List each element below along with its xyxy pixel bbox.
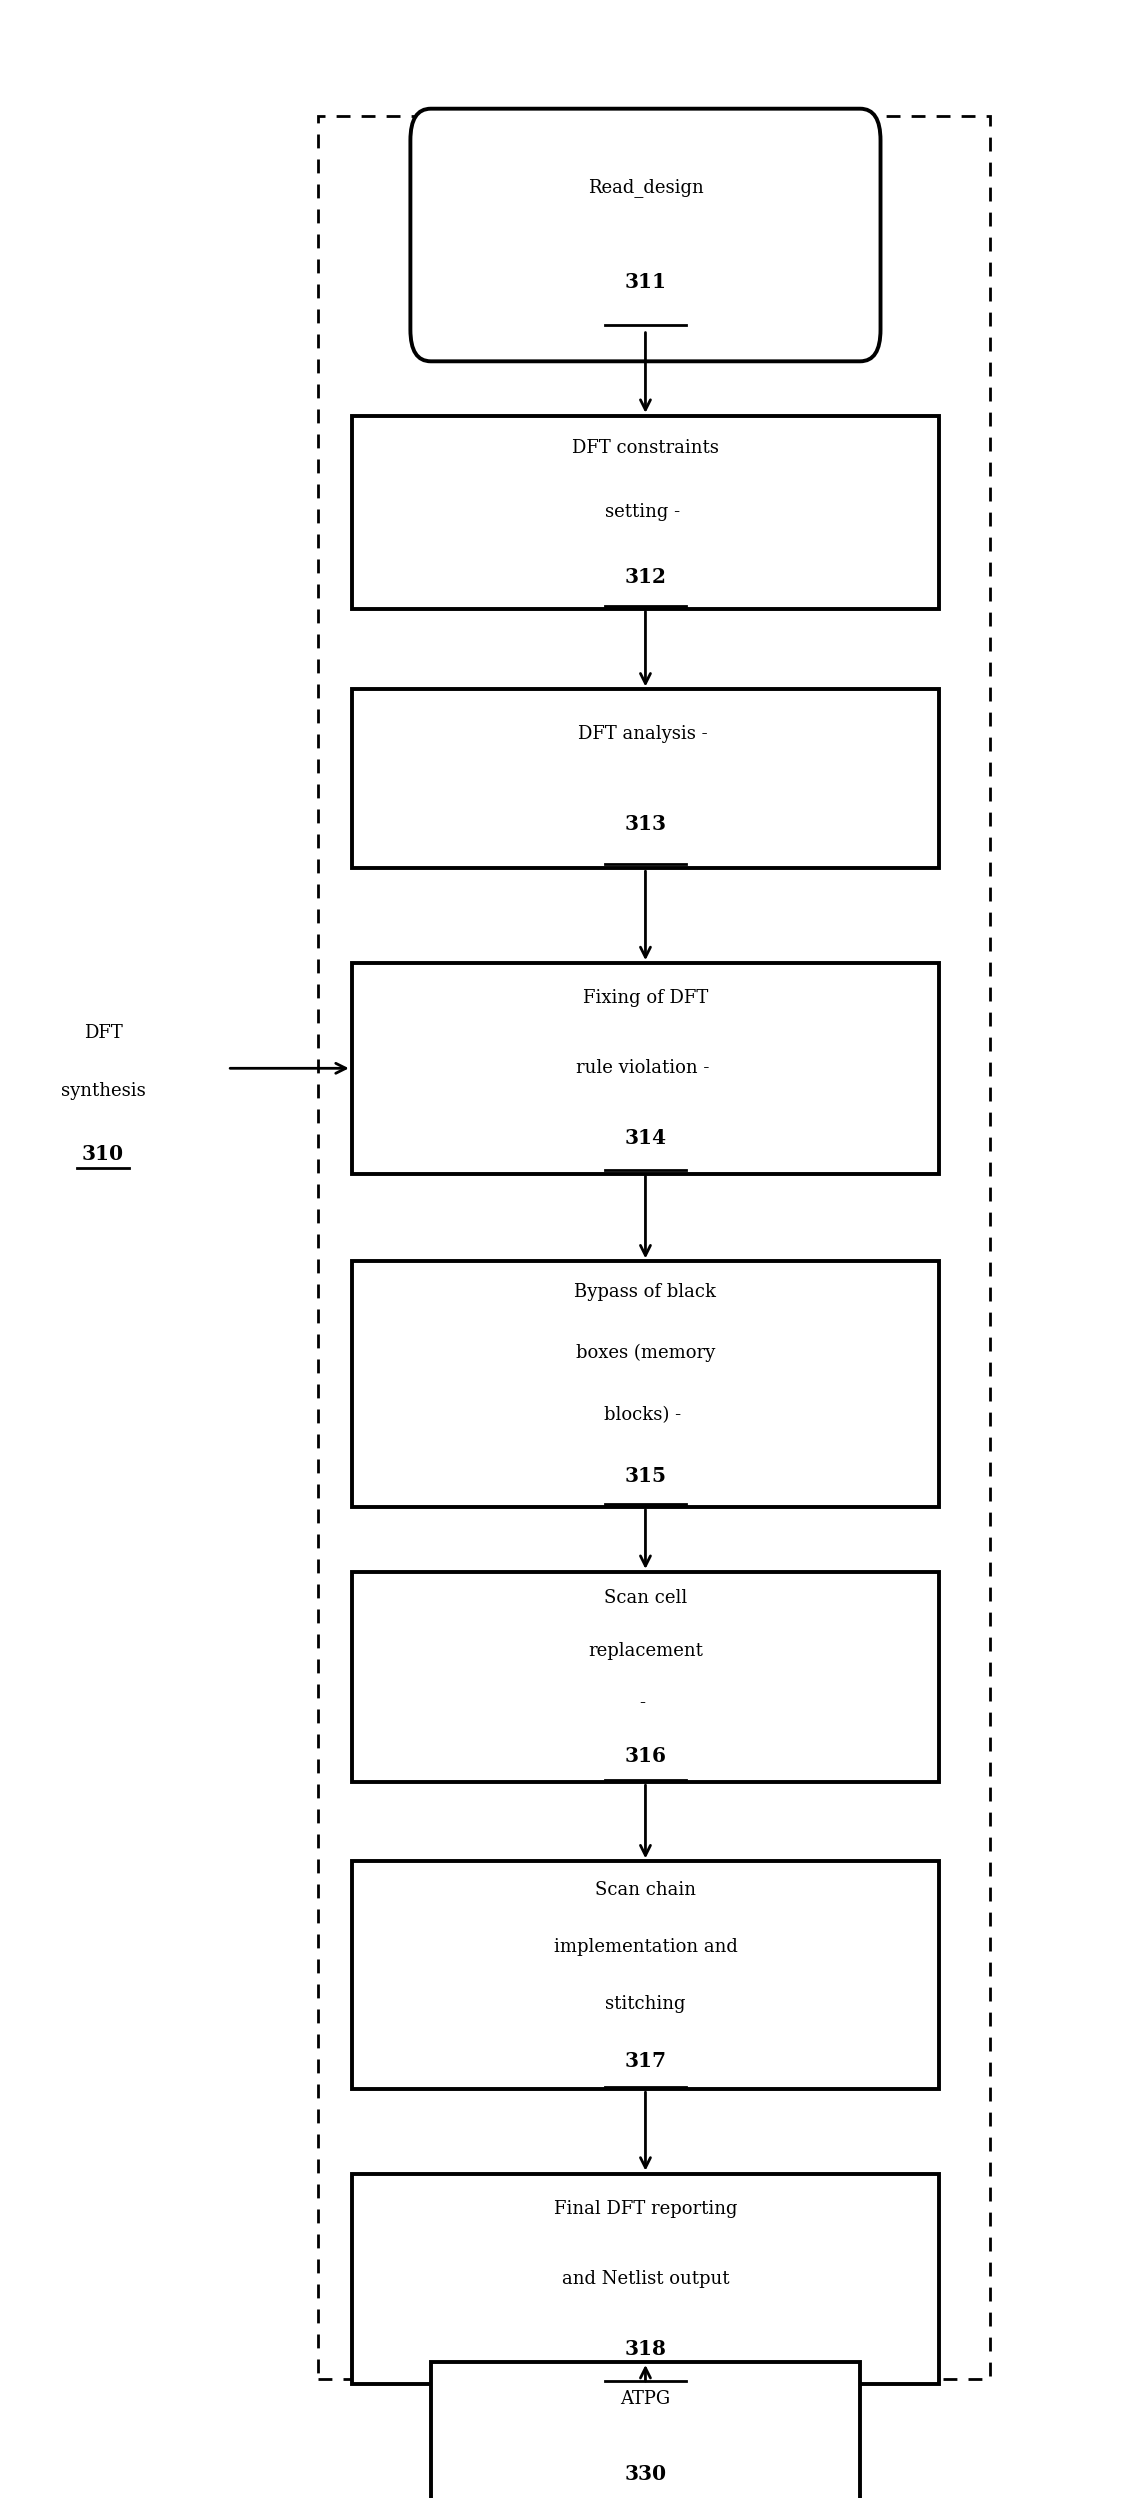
- Text: setting -: setting -: [605, 504, 686, 521]
- Text: Bypass of black: Bypass of black: [574, 1283, 716, 1300]
- FancyBboxPatch shape: [411, 108, 881, 361]
- Bar: [351, 1571, 939, 1781]
- Text: rule violation -: rule violation -: [575, 1060, 715, 1077]
- Text: DFT analysis -: DFT analysis -: [578, 724, 713, 744]
- Text: Read_design: Read_design: [588, 178, 704, 198]
- Bar: [351, 416, 939, 609]
- Text: boxes (memory: boxes (memory: [575, 1345, 715, 1363]
- Text: 311: 311: [625, 273, 667, 293]
- Text: 330: 330: [625, 2465, 667, 2485]
- Text: implementation and: implementation and: [554, 1939, 738, 1956]
- Text: ATPG: ATPG: [620, 2390, 670, 2407]
- Text: Scan chain: Scan chain: [595, 1881, 696, 1899]
- Text: synthesis: synthesis: [61, 1082, 145, 1100]
- Bar: [351, 2174, 939, 2385]
- Bar: [351, 1263, 939, 1508]
- Text: 316: 316: [625, 1746, 667, 1766]
- Text: 315: 315: [625, 1465, 667, 1485]
- Bar: [351, 689, 939, 869]
- Text: 318: 318: [625, 2340, 667, 2360]
- Text: 314: 314: [625, 1127, 667, 1147]
- Text: DFT: DFT: [84, 1025, 122, 1042]
- Text: Fixing of DFT: Fixing of DFT: [582, 989, 708, 1007]
- Text: blocks) -: blocks) -: [604, 1405, 686, 1423]
- Bar: [351, 1861, 939, 2089]
- Text: 312: 312: [625, 566, 667, 586]
- Text: 317: 317: [625, 2052, 667, 2072]
- Text: 310: 310: [82, 1145, 124, 1165]
- Text: and Netlist output: and Netlist output: [562, 2270, 729, 2287]
- Text: DFT constraints: DFT constraints: [572, 438, 718, 456]
- Text: 313: 313: [625, 814, 667, 834]
- Text: stitching: stitching: [605, 1994, 685, 2014]
- Bar: [431, 2362, 860, 2505]
- Bar: [351, 962, 939, 1172]
- Text: -: -: [639, 1693, 651, 1713]
- Text: Final DFT reporting: Final DFT reporting: [554, 2199, 737, 2217]
- Text: Scan cell: Scan cell: [604, 1588, 688, 1608]
- Text: replacement: replacement: [588, 1641, 702, 1661]
